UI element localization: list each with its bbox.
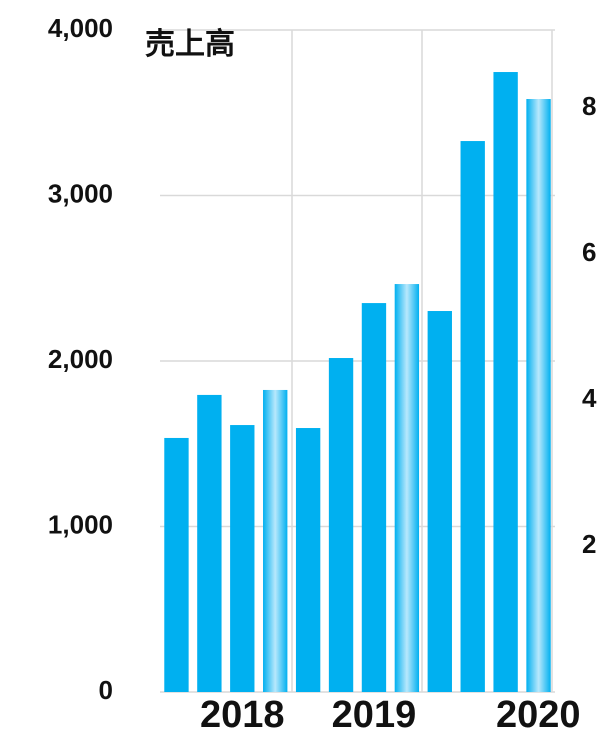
y2-tick-label: 2 bbox=[582, 529, 596, 559]
chart-title: 売上高 bbox=[145, 28, 235, 61]
y-tick-label: 3,000 bbox=[48, 178, 113, 208]
x-tick-label: 2020 bbox=[496, 694, 581, 732]
bar bbox=[394, 284, 420, 692]
bar bbox=[295, 428, 321, 692]
bar bbox=[493, 72, 518, 693]
x-tick-label: 2019 bbox=[332, 694, 417, 732]
y-tick-label: 1,000 bbox=[48, 509, 113, 539]
y2-tick-label: 6 bbox=[582, 237, 596, 267]
bar bbox=[460, 141, 485, 692]
y2-tick-label: 4 bbox=[582, 383, 597, 413]
bar bbox=[328, 358, 354, 692]
bar bbox=[164, 437, 189, 692]
bar bbox=[197, 394, 222, 692]
x-tick-label: 2018 bbox=[200, 694, 285, 732]
bar bbox=[526, 99, 551, 693]
bar bbox=[427, 311, 452, 692]
y-tick-label: 2,000 bbox=[48, 344, 113, 374]
y-tick-label: 4,000 bbox=[48, 13, 113, 43]
y2-tick-label: 8 bbox=[582, 91, 596, 121]
y-tick-label: 0 bbox=[99, 675, 113, 705]
bar bbox=[230, 425, 255, 692]
bar bbox=[361, 303, 387, 692]
bar bbox=[263, 389, 288, 692]
